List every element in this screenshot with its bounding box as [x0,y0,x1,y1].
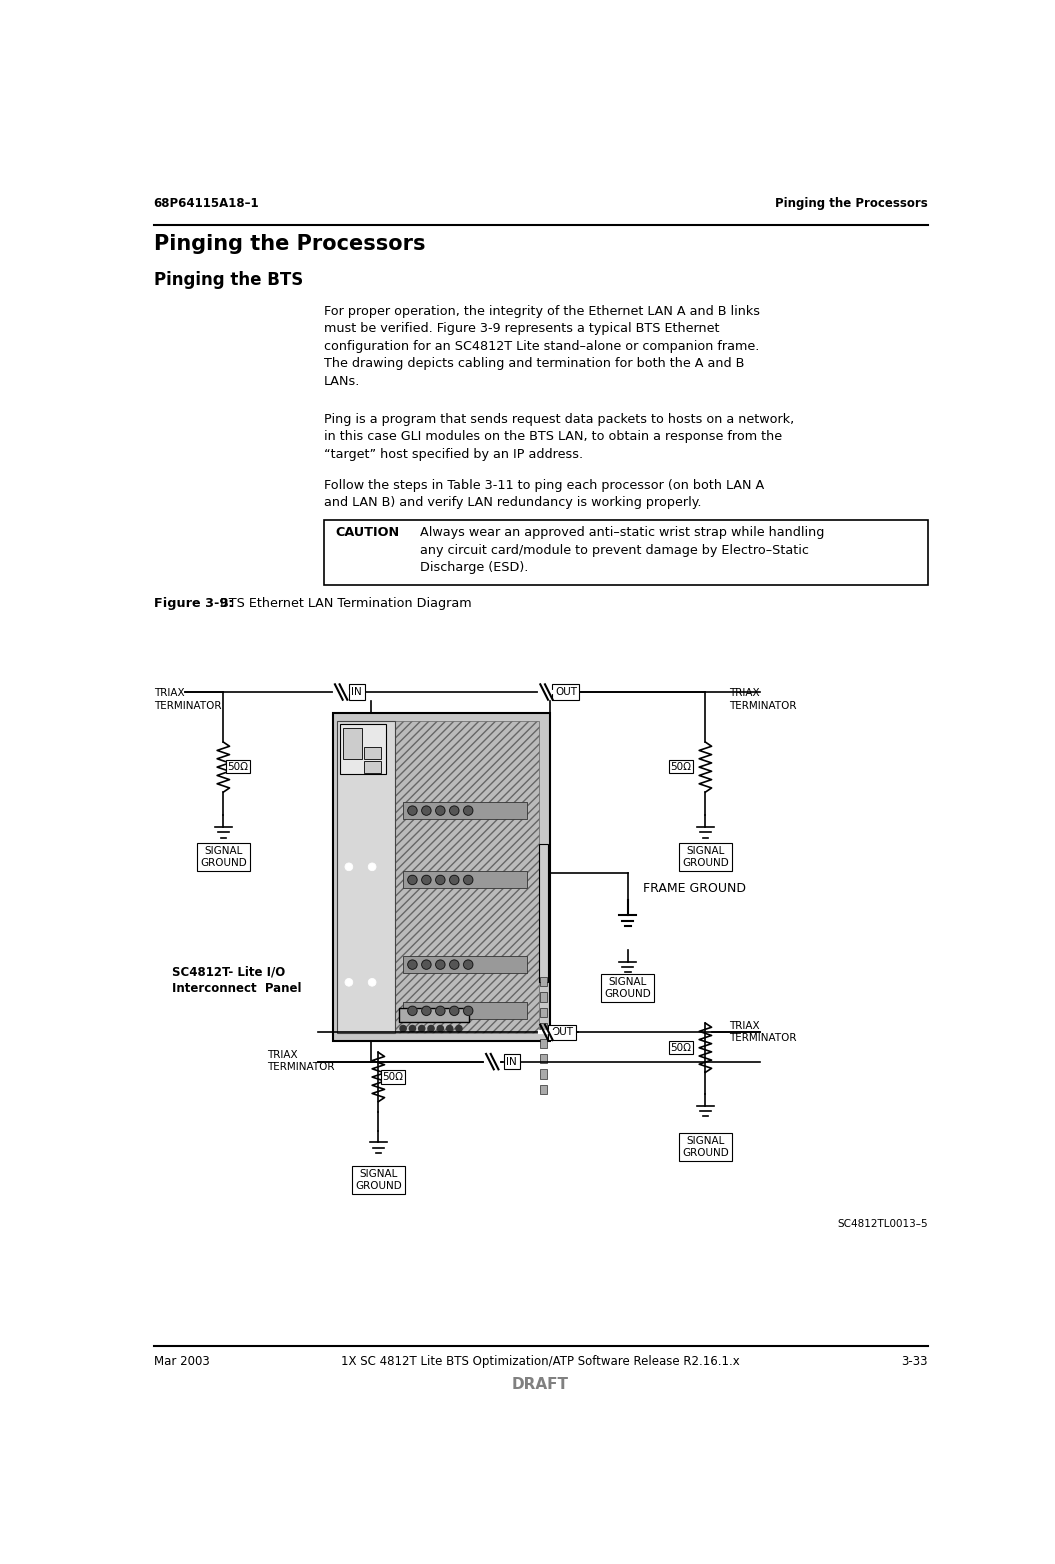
Text: 3-33: 3-33 [901,1354,927,1368]
Text: Figure 3-9:: Figure 3-9: [154,597,233,610]
Bar [364,762,382,773]
Bar [539,843,548,982]
Text: Pinging the BTS: Pinging the BTS [154,271,303,289]
Circle shape [463,1006,473,1015]
Bar [539,978,548,987]
Bar [403,871,528,888]
Bar [539,992,548,1001]
Circle shape [345,863,352,871]
Text: TRIAX
TERMINATOR: TRIAX TERMINATOR [154,688,222,710]
Circle shape [463,876,473,885]
Bar [403,802,528,820]
Circle shape [449,1006,459,1015]
Circle shape [449,876,459,885]
Bar [338,721,396,1034]
Text: 68P64115A18–1: 68P64115A18–1 [154,197,260,210]
Bar [539,1054,548,1064]
Circle shape [428,1026,434,1032]
Circle shape [456,1026,462,1032]
Circle shape [463,805,473,815]
Text: FRAME GROUND: FRAME GROUND [644,882,746,895]
Text: For proper operation, the integrity of the Ethernet LAN A and B links
must be ve: For proper operation, the integrity of t… [324,305,760,388]
Text: 50Ω: 50Ω [671,762,691,771]
Circle shape [436,876,445,885]
Circle shape [449,805,459,815]
Circle shape [345,724,352,732]
Circle shape [409,1026,416,1032]
Bar [340,724,386,774]
Circle shape [422,876,431,885]
Text: BTS Ethernet LAN Termination Diagram: BTS Ethernet LAN Termination Diagram [212,597,472,610]
Circle shape [345,979,352,987]
Bar [364,748,382,759]
Bar [403,956,528,973]
Text: Pinging the Processors: Pinging the Processors [154,235,425,253]
Circle shape [436,805,445,815]
Text: TRIAX
TERMINATOR: TRIAX TERMINATOR [729,688,797,710]
Text: 50Ω: 50Ω [227,762,248,771]
Text: 50Ω: 50Ω [382,1071,403,1082]
Circle shape [449,960,459,970]
Text: TRIAX
TERMINATOR: TRIAX TERMINATOR [729,1021,797,1043]
Text: Always wear an approved anti–static wrist strap while handling
any circuit card/: Always wear an approved anti–static wris… [420,527,825,574]
Text: Ping is a program that sends request data packets to hosts on a network,
in this: Ping is a program that sends request dat… [324,413,794,460]
Text: SIGNAL
GROUND: SIGNAL GROUND [682,846,729,868]
Bar [403,1003,528,1020]
Circle shape [408,876,417,885]
Circle shape [368,724,376,732]
Circle shape [436,1006,445,1015]
Bar [539,1070,548,1079]
Text: OUT: OUT [551,1028,573,1037]
Text: SC4812T- Lite I/O
Interconnect  Panel: SC4812T- Lite I/O Interconnect Panel [172,965,302,995]
Bar [539,1007,548,1017]
Text: SIGNAL
GROUND: SIGNAL GROUND [605,978,651,998]
Circle shape [408,960,417,970]
Bar [396,721,539,1034]
Text: TRIAX
TERMINATOR: TRIAX TERMINATOR [268,1049,335,1073]
Text: Mar 2003: Mar 2003 [154,1354,209,1368]
Text: 50Ω: 50Ω [671,1043,691,1053]
Circle shape [368,863,376,871]
Text: Pinging the Processors: Pinging the Processors [775,197,927,210]
Text: SIGNAL
GROUND: SIGNAL GROUND [682,1137,729,1157]
Circle shape [446,1026,453,1032]
Circle shape [436,960,445,970]
Circle shape [400,1026,406,1032]
Text: IN: IN [351,687,362,698]
Text: OUT: OUT [555,687,577,698]
Text: IN: IN [506,1057,517,1067]
Text: SC4812TL0013–5: SC4812TL0013–5 [838,1220,927,1229]
Circle shape [368,979,376,987]
Text: CAUTION: CAUTION [334,527,399,540]
Circle shape [408,1006,417,1015]
Text: SIGNAL
GROUND: SIGNAL GROUND [354,1170,402,1192]
Text: SIGNAL
GROUND: SIGNAL GROUND [200,846,247,868]
Circle shape [437,1026,443,1032]
Circle shape [422,805,431,815]
Text: 1X SC 4812T Lite BTS Optimization/ATP Software Release R2.16.1.x: 1X SC 4812T Lite BTS Optimization/ATP So… [341,1354,740,1368]
Bar [539,1038,548,1048]
Bar [539,1023,548,1032]
Bar [539,1085,548,1093]
Circle shape [422,960,431,970]
Circle shape [463,960,473,970]
Bar [343,729,362,759]
Text: DRAFT: DRAFT [512,1376,569,1392]
Text: Follow the steps in Table 3-11 to ping each processor (on both LAN A
and LAN B) : Follow the steps in Table 3-11 to ping e… [324,479,764,510]
Bar [324,521,927,585]
Bar [399,1007,469,1021]
Circle shape [408,805,417,815]
Circle shape [422,1006,431,1015]
Circle shape [419,1026,425,1032]
Bar [333,713,551,1040]
